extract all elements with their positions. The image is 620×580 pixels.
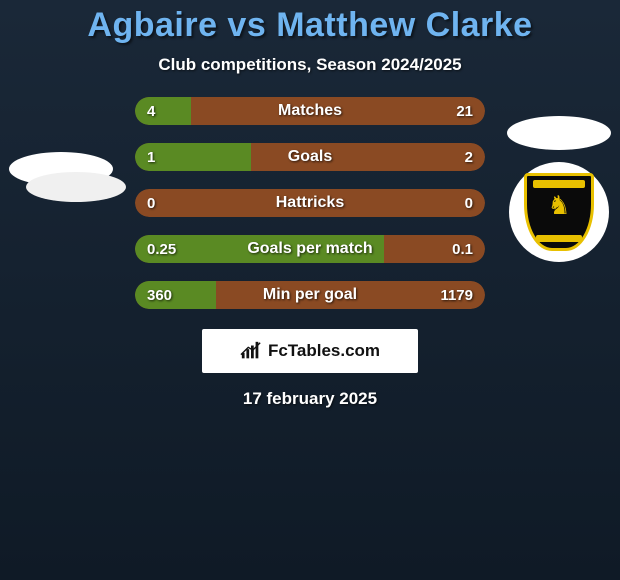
stat-right-value: 2	[465, 143, 473, 171]
avatar-placeholder-ellipse	[507, 116, 611, 150]
shield-banner-bottom	[536, 235, 582, 242]
date-label: 17 february 2025	[0, 389, 620, 409]
stat-right-value: 0.1	[452, 235, 473, 263]
brand-name: FcTables.com	[268, 341, 380, 361]
bar-chart-icon	[240, 341, 262, 361]
stat-right-value: 0	[465, 189, 473, 217]
stat-bar-matches: 4 Matches 21	[135, 97, 485, 125]
brand-logo[interactable]: FcTables.com	[202, 329, 418, 373]
shield-icon: ♞	[524, 173, 594, 251]
stat-bar-goals: 1 Goals 2	[135, 143, 485, 171]
stat-label: Matches	[135, 97, 485, 125]
lion-icon: ♞	[547, 192, 570, 218]
stat-label: Hattricks	[135, 189, 485, 217]
page-title: Agbaire vs Matthew Clarke	[0, 6, 620, 45]
stat-right-value: 21	[456, 97, 473, 125]
shield-banner-top	[533, 180, 584, 188]
comparison-card: Agbaire vs Matthew Clarke Club competiti…	[0, 0, 620, 409]
player-left-avatar	[8, 116, 114, 222]
player-right-crest: ♞	[506, 116, 612, 222]
subtitle: Club competitions, Season 2024/2025	[0, 55, 620, 75]
club-crest: ♞	[509, 162, 609, 262]
stat-bar-goals-per-match: 0.25 Goals per match 0.1	[135, 235, 485, 263]
stat-bar-hattricks: 0 Hattricks 0	[135, 189, 485, 217]
stat-right-value: 1179	[440, 281, 473, 309]
stat-bars: 4 Matches 21 1 Goals 2 0 Hattricks 0 0.2…	[135, 97, 485, 309]
avatar-placeholder-ellipse	[26, 172, 126, 202]
stat-label: Min per goal	[135, 281, 485, 309]
stat-label: Goals per match	[135, 235, 485, 263]
stat-label: Goals	[135, 143, 485, 171]
stat-bar-min-per-goal: 360 Min per goal 1179	[135, 281, 485, 309]
